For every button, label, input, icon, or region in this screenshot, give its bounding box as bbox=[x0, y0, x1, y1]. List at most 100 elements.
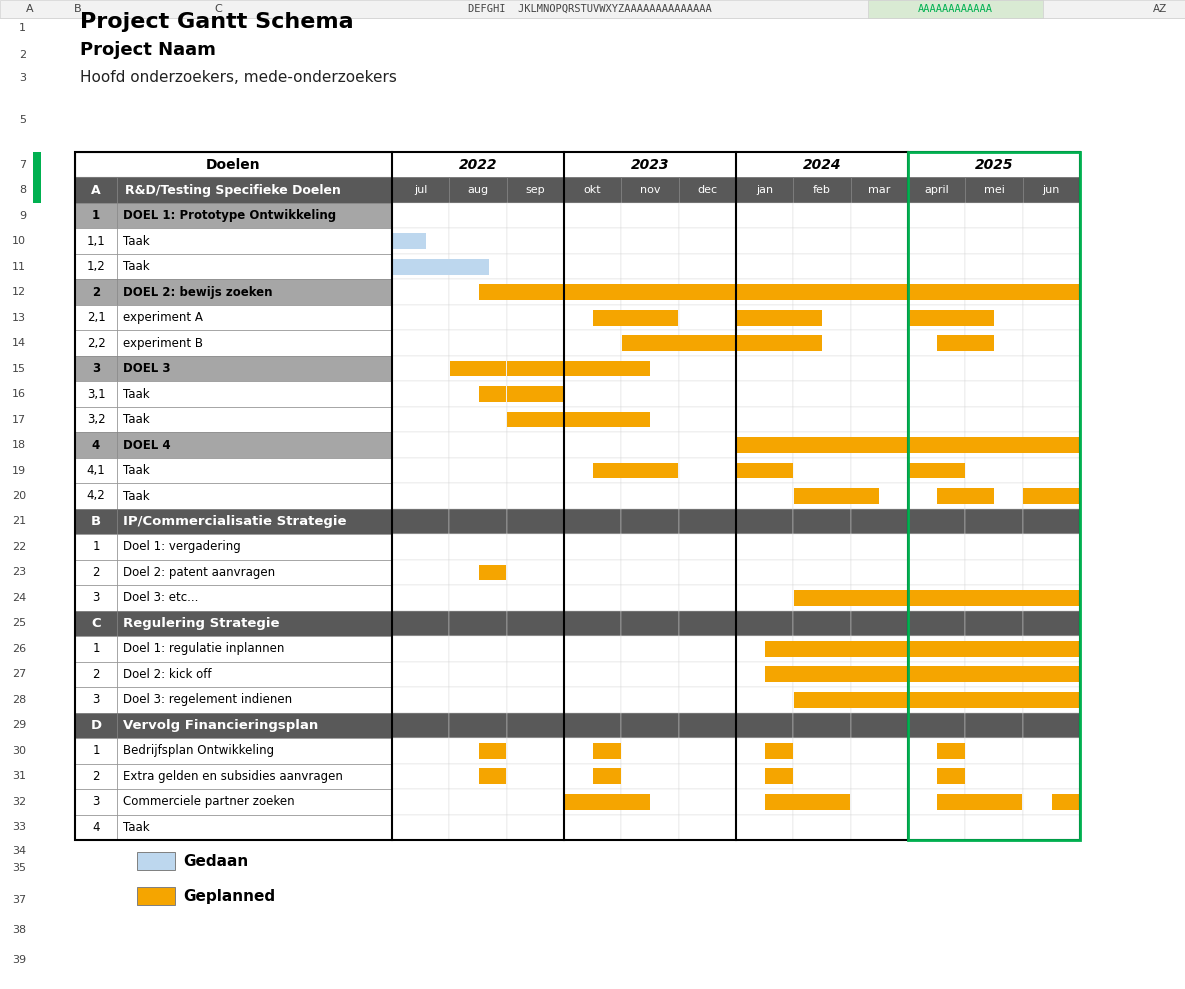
Bar bbox=[679, 382, 736, 406]
Bar bbox=[75, 764, 117, 789]
Text: C: C bbox=[214, 4, 222, 14]
Bar bbox=[564, 789, 621, 815]
Bar bbox=[793, 458, 851, 484]
Bar bbox=[736, 713, 793, 738]
Bar bbox=[117, 458, 392, 484]
Bar bbox=[1023, 789, 1080, 815]
Bar bbox=[908, 585, 966, 610]
Bar bbox=[507, 356, 564, 382]
Bar bbox=[449, 228, 507, 254]
Text: 21: 21 bbox=[12, 516, 26, 526]
Bar bbox=[621, 432, 679, 458]
Bar bbox=[766, 667, 908, 682]
Bar bbox=[793, 305, 851, 330]
Text: Taak: Taak bbox=[123, 413, 149, 426]
Bar bbox=[867, 0, 1043, 18]
Bar bbox=[507, 534, 564, 560]
Bar bbox=[736, 662, 793, 687]
Bar bbox=[507, 560, 564, 585]
Bar bbox=[507, 738, 564, 764]
Text: B: B bbox=[75, 4, 82, 14]
Bar bbox=[137, 852, 175, 870]
Bar bbox=[937, 489, 993, 504]
Bar bbox=[621, 610, 679, 636]
Bar bbox=[564, 284, 736, 300]
Bar bbox=[449, 203, 507, 228]
Bar bbox=[679, 406, 736, 432]
Bar bbox=[737, 284, 908, 300]
Bar bbox=[117, 713, 392, 738]
Text: 4: 4 bbox=[92, 821, 100, 834]
Bar bbox=[449, 305, 507, 330]
Bar bbox=[75, 203, 117, 228]
Bar bbox=[75, 713, 117, 738]
Bar bbox=[564, 560, 621, 585]
Bar bbox=[75, 330, 117, 356]
Bar bbox=[479, 565, 506, 581]
Bar bbox=[117, 815, 392, 840]
Bar bbox=[621, 203, 679, 228]
Bar bbox=[564, 382, 621, 406]
Text: 3: 3 bbox=[92, 693, 100, 706]
Bar bbox=[507, 610, 564, 636]
Bar bbox=[793, 764, 851, 789]
Bar bbox=[449, 177, 507, 203]
Bar bbox=[392, 203, 449, 228]
Bar bbox=[736, 305, 793, 330]
Text: sep: sep bbox=[525, 185, 545, 195]
Bar bbox=[449, 789, 507, 815]
Bar bbox=[736, 177, 793, 203]
Bar bbox=[564, 738, 621, 764]
Bar bbox=[679, 280, 736, 305]
Bar bbox=[851, 662, 908, 687]
Bar bbox=[793, 432, 851, 458]
Bar bbox=[392, 233, 425, 249]
Bar bbox=[75, 815, 117, 840]
Bar bbox=[621, 789, 679, 815]
Text: 3: 3 bbox=[92, 591, 100, 604]
Text: Project Gantt Schema: Project Gantt Schema bbox=[81, 12, 353, 32]
Bar bbox=[449, 382, 507, 406]
Bar bbox=[966, 406, 1023, 432]
Bar bbox=[966, 228, 1023, 254]
Text: 38: 38 bbox=[12, 925, 26, 935]
Bar bbox=[117, 356, 392, 382]
Bar bbox=[851, 406, 908, 432]
Bar bbox=[392, 484, 449, 508]
Bar bbox=[564, 280, 621, 305]
Bar bbox=[966, 280, 1023, 305]
Bar bbox=[908, 662, 966, 687]
Text: Regulering Strategie: Regulering Strategie bbox=[123, 617, 280, 630]
Bar bbox=[1023, 484, 1080, 508]
Text: Vervolg Financieringsplan: Vervolg Financieringsplan bbox=[123, 719, 319, 732]
Bar bbox=[908, 484, 966, 508]
Text: 17: 17 bbox=[12, 414, 26, 424]
Bar bbox=[117, 177, 392, 203]
Bar bbox=[449, 534, 507, 560]
Bar bbox=[679, 356, 736, 382]
Bar bbox=[75, 610, 117, 636]
Bar bbox=[75, 305, 117, 330]
Bar bbox=[908, 687, 966, 713]
Bar bbox=[851, 560, 908, 585]
Bar bbox=[851, 738, 908, 764]
Bar bbox=[851, 789, 908, 815]
Bar bbox=[908, 356, 966, 382]
Text: 1: 1 bbox=[92, 210, 100, 223]
Text: Doel 2: kick off: Doel 2: kick off bbox=[123, 668, 211, 680]
Text: Doel 3: regelement indienen: Doel 3: regelement indienen bbox=[123, 693, 293, 706]
Bar bbox=[117, 764, 392, 789]
Bar bbox=[621, 687, 679, 713]
Bar bbox=[908, 406, 966, 432]
Bar bbox=[851, 585, 908, 610]
Bar bbox=[564, 406, 621, 432]
Text: aug: aug bbox=[467, 185, 488, 195]
Bar bbox=[851, 484, 908, 508]
Text: experiment B: experiment B bbox=[123, 336, 203, 349]
Bar bbox=[75, 585, 117, 610]
Bar bbox=[908, 152, 1080, 177]
Text: 3: 3 bbox=[19, 73, 26, 83]
Bar bbox=[736, 382, 793, 406]
Bar bbox=[1023, 585, 1080, 610]
Text: 3,1: 3,1 bbox=[87, 388, 105, 401]
